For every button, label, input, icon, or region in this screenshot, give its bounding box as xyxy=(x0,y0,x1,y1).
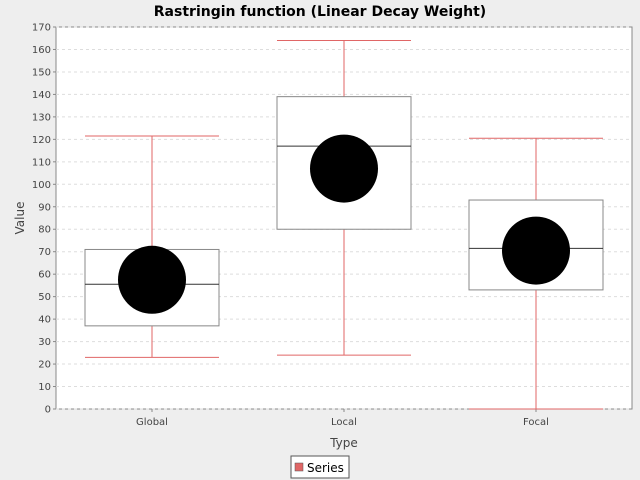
legend-box xyxy=(290,455,350,479)
x-tick-label-local: Local xyxy=(331,417,357,428)
y-tick-label: 80 xyxy=(38,225,51,236)
chart-title: Rastringin function (Linear Decay Weight… xyxy=(154,4,486,20)
y-tick-label: 70 xyxy=(38,247,51,258)
boxes xyxy=(84,39,604,410)
x-tick-label-global: Global xyxy=(136,417,168,428)
box-focal xyxy=(468,137,604,410)
y-tick-label: 100 xyxy=(32,180,51,191)
legend-item-series: Series xyxy=(307,461,344,475)
y-tick-label: 90 xyxy=(38,202,51,213)
y-tick-label: 30 xyxy=(38,337,51,348)
y-tick-label: 150 xyxy=(32,67,51,78)
x-tick-label-focal: Focal xyxy=(523,417,549,428)
box-local xyxy=(276,39,412,356)
y-tick-label: 170 xyxy=(32,23,51,34)
y-tick-label: 20 xyxy=(38,360,51,371)
y-tick-label: 120 xyxy=(32,135,51,146)
y-tick-label: 0 xyxy=(45,405,51,416)
mean-marker xyxy=(310,134,378,203)
x-axis-label: Type xyxy=(329,436,358,450)
y-tick-label: 10 xyxy=(38,382,51,393)
y-axis: 0 10 20 30 40 50 60 70 80 90 100 110 120 130 140 150 160… xyxy=(32,23,56,416)
legend: Series xyxy=(290,455,350,479)
legend-swatch xyxy=(294,462,304,472)
mean-marker xyxy=(502,216,570,285)
x-axis: Global Local Focal xyxy=(136,409,549,428)
y-tick-label: 130 xyxy=(32,112,51,123)
y-tick-label: 110 xyxy=(32,157,51,168)
mean-marker xyxy=(118,245,186,314)
y-tick-label: 60 xyxy=(38,270,51,281)
box-global xyxy=(84,135,220,358)
y-tick-label: 40 xyxy=(38,315,51,326)
y-axis-label: Value xyxy=(13,202,27,235)
y-tick-label: 160 xyxy=(32,45,51,56)
y-tick-label: 50 xyxy=(38,292,51,303)
y-tick-label: 140 xyxy=(32,90,51,101)
